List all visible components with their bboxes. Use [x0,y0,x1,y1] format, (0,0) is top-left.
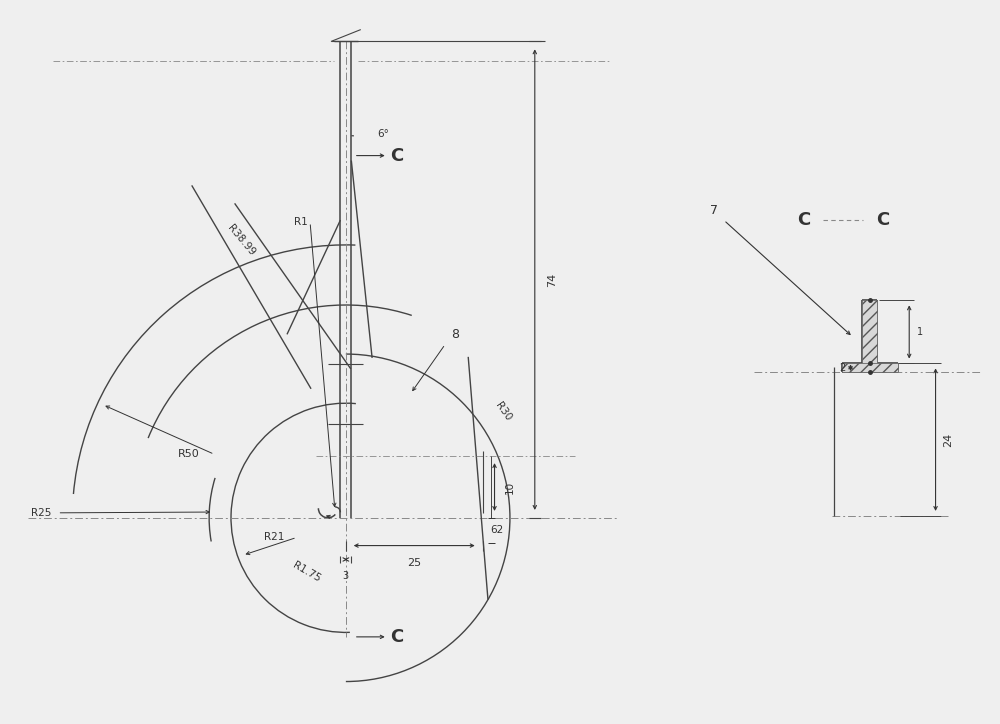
Text: R1: R1 [294,217,308,227]
Text: C: C [876,211,889,229]
Text: R50: R50 [178,450,200,459]
Text: 3: 3 [343,571,349,581]
Bar [862,300,877,363]
Text: 25: 25 [407,558,421,568]
Text: 7: 7 [710,203,718,216]
Text: R21: R21 [264,532,284,542]
Text: R38.99: R38.99 [226,222,257,257]
Text: 6°: 6° [378,129,390,139]
Text: R1.75: R1.75 [291,560,322,584]
Text: 2: 2 [839,363,846,373]
Text: 8: 8 [451,328,459,341]
Bar [842,363,898,372]
Text: C: C [391,628,404,646]
Text: R25: R25 [31,508,51,518]
Text: C: C [797,211,810,229]
Text: 62: 62 [491,525,504,535]
Text: 24: 24 [944,432,954,447]
Text: 74: 74 [547,272,557,287]
Text: R30: R30 [494,400,513,423]
Text: 10: 10 [504,481,514,494]
Text: C: C [391,146,404,164]
Text: 1: 1 [917,327,923,337]
